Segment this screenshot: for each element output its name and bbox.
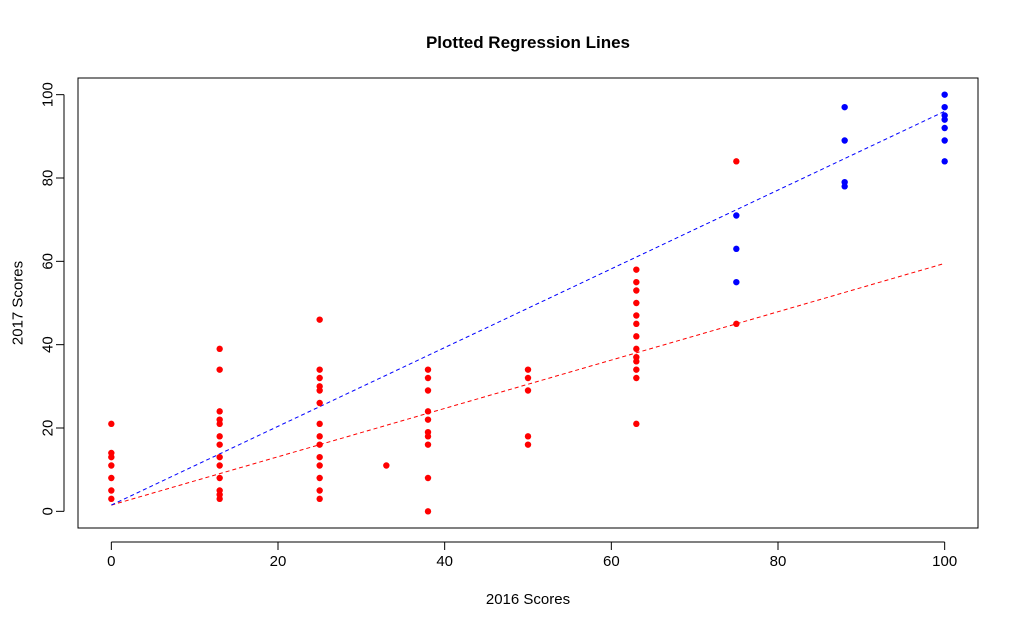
data-point-series-1 [424, 416, 432, 423]
x-tick-label: 0 [107, 553, 115, 570]
data-point-series-1 [108, 474, 115, 482]
data-point-series-1 [108, 420, 115, 428]
data-point-series-1 [633, 353, 640, 361]
y-tick-label: 0 [40, 507, 57, 515]
regression-line-1 [111, 262, 945, 506]
data-point-series-1 [316, 441, 323, 448]
data-point-series-1 [424, 508, 432, 515]
x-tick-label: 60 [603, 553, 620, 570]
data-point-series-2 [941, 112, 948, 119]
data-point-series-1 [633, 312, 640, 319]
data-point-series-2 [941, 124, 948, 132]
data-point-series-1 [633, 345, 640, 353]
x-tick-label: 40 [436, 553, 453, 570]
data-point-series-1 [108, 462, 115, 469]
y-tick-label: 20 [40, 420, 57, 437]
regression-lines [111, 110, 945, 506]
data-point-series-2 [841, 178, 848, 186]
data-point-series-1 [316, 316, 323, 323]
x-tick-label: 80 [770, 553, 787, 570]
data-point-series-1 [216, 408, 223, 415]
data-point-series-1 [733, 158, 740, 165]
data-point-series-1 [524, 366, 532, 373]
data-point-series-2 [841, 103, 848, 111]
data-point-series-1 [633, 299, 640, 307]
y-tick-label: 60 [40, 253, 57, 270]
x-axis-label: 2016 Scores [486, 591, 570, 608]
data-point-series-1 [216, 462, 223, 469]
data-point-series-1 [424, 387, 432, 394]
chart-title: Plotted Regression Lines [426, 33, 630, 52]
data-point-series-1 [108, 495, 115, 503]
data-point-series-1 [524, 433, 532, 440]
data-point-series-1 [108, 487, 115, 494]
data-point-series-1 [316, 453, 323, 461]
data-point-series-1 [524, 387, 532, 394]
data-point-series-1 [216, 345, 223, 353]
data-point-series-2 [733, 245, 740, 253]
y-axis: 0 20 40 60 80 100 [40, 82, 65, 516]
data-point-series-2 [733, 278, 740, 286]
x-axis: 0 20 40 60 80 100 [107, 541, 957, 570]
data-point-series-1 [633, 420, 640, 428]
data-point-series-1 [316, 462, 323, 469]
data-point-series-1 [383, 462, 390, 469]
data-point-series-1 [216, 453, 223, 461]
plot-frame [77, 77, 979, 529]
data-point-series-1 [316, 374, 323, 382]
data-point-series-1 [316, 399, 323, 407]
data-point-series-1 [316, 495, 323, 503]
data-point-series-1 [424, 441, 432, 448]
data-point-series-2 [941, 137, 948, 144]
data-point-series-1 [733, 320, 740, 328]
data-point-series-1 [633, 320, 640, 328]
data-point-series-1 [633, 333, 640, 340]
data-point-series-2 [941, 158, 948, 165]
data-point-series-1 [424, 374, 432, 382]
data-point-series-2 [941, 103, 948, 111]
data-point-series-1 [424, 408, 432, 415]
data-point-series-2 [841, 137, 848, 144]
x-tick-label: 100 [932, 553, 957, 570]
data-point-series-1 [633, 366, 640, 373]
data-point-series-1 [216, 487, 223, 494]
data-point-series-1 [108, 449, 115, 457]
data-point-series-1 [424, 366, 432, 373]
data-point-series-1 [633, 266, 640, 273]
data-point-series-1 [633, 374, 640, 382]
x-tick-label: 20 [270, 553, 287, 570]
data-point-series-1 [316, 383, 323, 390]
data-point-series-1 [524, 441, 532, 448]
y-axis-label: 2017 Scores [10, 261, 27, 345]
data-point-series-1 [216, 416, 223, 423]
data-point-series-1 [524, 374, 532, 382]
y-tick-label: 80 [40, 170, 57, 187]
data-point-series-1 [316, 474, 323, 482]
data-points [108, 91, 948, 515]
data-point-series-1 [216, 441, 223, 448]
data-point-series-1 [316, 366, 323, 373]
data-point-series-1 [316, 433, 323, 440]
y-tick-label: 40 [40, 336, 57, 353]
data-point-series-2 [733, 212, 740, 219]
data-point-series-1 [216, 366, 223, 373]
data-point-series-1 [633, 287, 640, 294]
data-point-series-1 [316, 420, 323, 428]
data-point-series-1 [633, 278, 640, 286]
data-point-series-1 [216, 433, 223, 440]
y-tick-label: 100 [40, 82, 57, 107]
data-point-series-1 [316, 487, 323, 494]
data-point-series-2 [941, 91, 948, 98]
data-point-series-1 [216, 474, 223, 482]
data-point-series-1 [424, 428, 432, 436]
data-point-series-1 [424, 474, 432, 482]
